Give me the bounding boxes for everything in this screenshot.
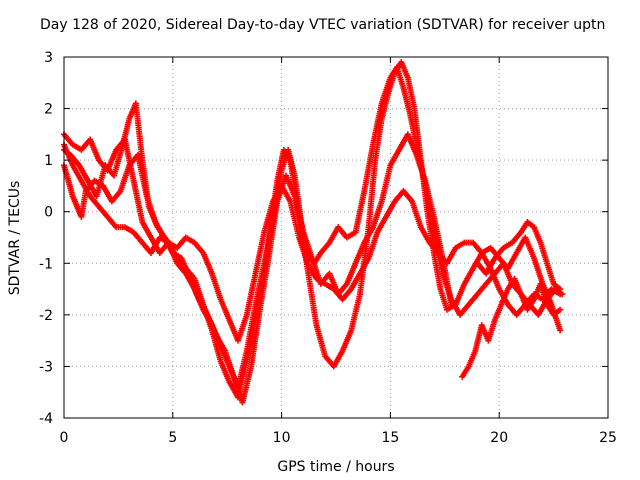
x-tick-label: 5 — [168, 430, 177, 446]
data-points — [61, 59, 566, 406]
y-tick-label: 0 — [44, 205, 53, 221]
series-trace-6 — [474, 219, 564, 293]
y-tick-label: 2 — [44, 102, 53, 118]
axis-ticks — [63, 56, 609, 419]
x-axis-label: GPS time / hours — [277, 459, 394, 475]
data-point — [448, 301, 455, 308]
data-point — [557, 291, 564, 298]
series-trace-3 — [61, 141, 564, 344]
x-tick-labels: 0 5 10 15 20 25 — [60, 430, 617, 446]
data-point — [557, 286, 564, 293]
x-tick-label: 0 — [60, 430, 69, 446]
series-trace-4 — [61, 131, 455, 406]
x-tick-label: 10 — [273, 430, 291, 446]
plot-frame — [63, 56, 609, 419]
y-tick-label: 3 — [44, 50, 53, 66]
y-tick-label: -2 — [39, 308, 53, 324]
y-tick-label: -1 — [39, 256, 53, 272]
y-tick-label: -4 — [39, 411, 53, 427]
chart-title: Day 128 of 2020, Sidereal Day-to-day VTE… — [40, 17, 605, 33]
x-tick-label: 25 — [599, 430, 617, 446]
series-trace-5 — [459, 275, 564, 380]
data-point — [557, 327, 564, 334]
data-point — [557, 306, 564, 313]
y-tick-labels: -4 -3 -2 -1 0 1 2 3 — [39, 50, 53, 427]
x-tick-label: 15 — [381, 430, 399, 446]
y-tick-label: -3 — [39, 359, 53, 375]
x-tick-label: 20 — [490, 430, 508, 446]
y-tick-label: 1 — [44, 153, 53, 169]
y-axis-label: SDTVAR / TECUs — [7, 181, 23, 296]
series-trace-1 — [61, 59, 564, 401]
